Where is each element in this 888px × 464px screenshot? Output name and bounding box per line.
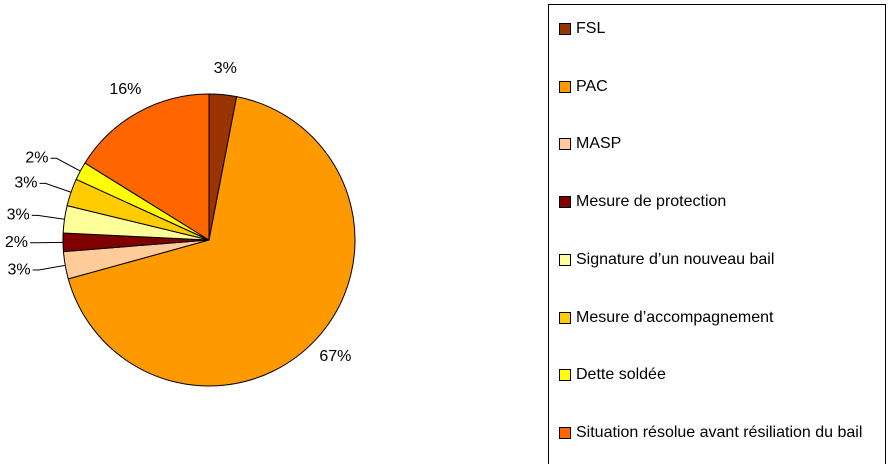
legend-swatch	[559, 426, 571, 439]
legend: FSL PAC MASP Mesure de protection Signature …	[548, 4, 886, 464]
leader-line	[50, 157, 81, 172]
pie-slice	[67, 96, 356, 387]
data-label: 3%	[7, 207, 30, 224]
legend-label: MASP	[576, 135, 622, 153]
legend-swatch	[559, 253, 571, 266]
legend-item: Signature d’un nouveau bail	[559, 250, 869, 269]
legend-item: Mesure d’accompagnement	[559, 308, 869, 327]
data-label: 67%	[319, 348, 351, 365]
legend-label: Situation résolue avant résiliation du b…	[576, 423, 863, 441]
legend-label: PAC	[576, 77, 608, 95]
legend-item: Mesure de protection	[559, 192, 869, 211]
data-label: 3%	[8, 261, 31, 278]
legend-swatch	[559, 196, 571, 209]
leader-line	[32, 264, 66, 271]
legend-item: PAC	[559, 77, 869, 96]
legend-item: MASP	[559, 134, 869, 153]
leader-line	[39, 182, 72, 193]
leader-line	[31, 214, 65, 220]
legend-label: Dette soldée	[576, 366, 666, 384]
data-label: 2%	[5, 234, 28, 251]
legend-label: Signature d’un nouveau bail	[576, 250, 775, 268]
legend-label: FSL	[576, 20, 606, 37]
legend-swatch	[559, 369, 571, 382]
legend-swatch	[559, 80, 571, 93]
legend-item: Dette soldée	[559, 365, 869, 384]
data-label: 2%	[25, 150, 48, 167]
legend-label: Mesure de protection	[576, 193, 727, 211]
pie-slice	[84, 93, 210, 241]
legend-swatch	[559, 138, 571, 151]
legend-swatch	[559, 311, 571, 324]
legend-swatch	[559, 23, 571, 35]
data-label: 3%	[214, 60, 237, 77]
legend-item: FSL	[559, 19, 869, 38]
pie-area: 3% 67% 3% 2% 3% 3% 2% 16%	[5, 60, 356, 387]
legend-label: Mesure d’accompagnement	[576, 308, 774, 326]
data-label: 16%	[109, 81, 141, 98]
data-label: 3%	[14, 175, 37, 192]
legend-item: Situation résolue avant résiliation du b…	[559, 423, 869, 442]
